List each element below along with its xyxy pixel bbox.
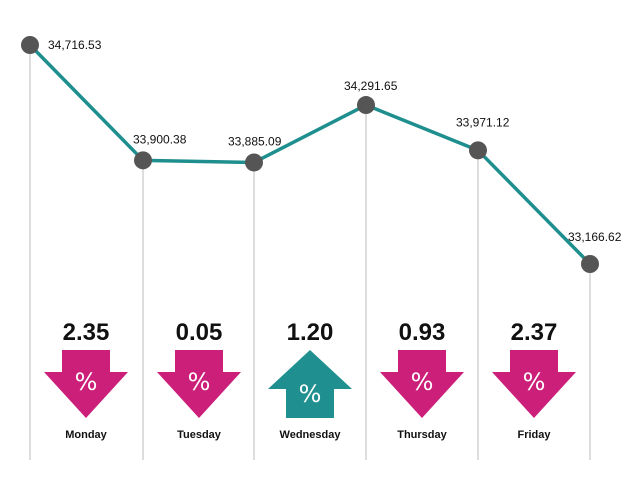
percent-change-value: 0.05	[176, 319, 223, 346]
vertical-guides	[29, 45, 591, 460]
down-arrow-icon	[157, 350, 241, 418]
data-point-marker	[581, 255, 599, 273]
value-label: 34,716.53	[48, 38, 102, 52]
index-series-line	[28, 43, 592, 266]
percent-symbol: %	[75, 368, 98, 396]
change-indicator-thursday: 0.93% Thursday	[380, 319, 464, 441]
change-indicator-monday: 2.35% Monday	[44, 319, 128, 441]
data-points	[21, 36, 599, 273]
change-indicator-tuesday: 0.05% Tuesday	[157, 319, 241, 441]
data-point-marker	[21, 36, 39, 54]
percent-change-value: 0.93	[399, 319, 446, 346]
day-label: Wednesday	[280, 429, 342, 441]
value-label: 33,900.38	[133, 132, 187, 146]
percent-change-value: 1.20	[287, 319, 334, 346]
down-arrow-icon	[44, 350, 128, 418]
percent-symbol: %	[299, 380, 322, 408]
change-indicator-wednesday: 1.20% Wednesday	[268, 319, 352, 441]
percent-change-value: 2.37	[511, 319, 558, 346]
day-label: Tuesday	[177, 429, 222, 441]
data-point-marker	[134, 151, 152, 170]
up-arrow-icon	[268, 350, 352, 418]
day-label: Monday	[65, 429, 107, 441]
daily-change-indicators: 2.35% Monday 0.05% Tuesday 1.20% Wednesday 0.9…	[44, 319, 576, 441]
percent-symbol: %	[523, 368, 546, 396]
day-label: Friday	[517, 429, 551, 441]
value-label: 33,885.09	[228, 134, 282, 148]
day-label: Thursday	[397, 429, 447, 441]
value-label: 33,971.12	[456, 115, 510, 129]
data-point-marker	[469, 141, 487, 160]
percent-symbol: %	[188, 368, 211, 396]
value-labels: 34,716.53 33,900.38 33,885.09 34,291.65 33,9…	[48, 38, 622, 244]
down-arrow-icon	[492, 350, 576, 418]
change-indicator-friday: 2.37% Friday	[492, 319, 576, 441]
data-point-marker	[357, 96, 375, 115]
percent-symbol: %	[411, 368, 434, 396]
down-arrow-icon	[380, 350, 464, 418]
value-label: 34,291.65	[344, 79, 398, 93]
percent-change-value: 2.35	[63, 319, 110, 346]
data-point-marker	[245, 153, 263, 172]
value-label: 33,166.62	[568, 230, 622, 244]
